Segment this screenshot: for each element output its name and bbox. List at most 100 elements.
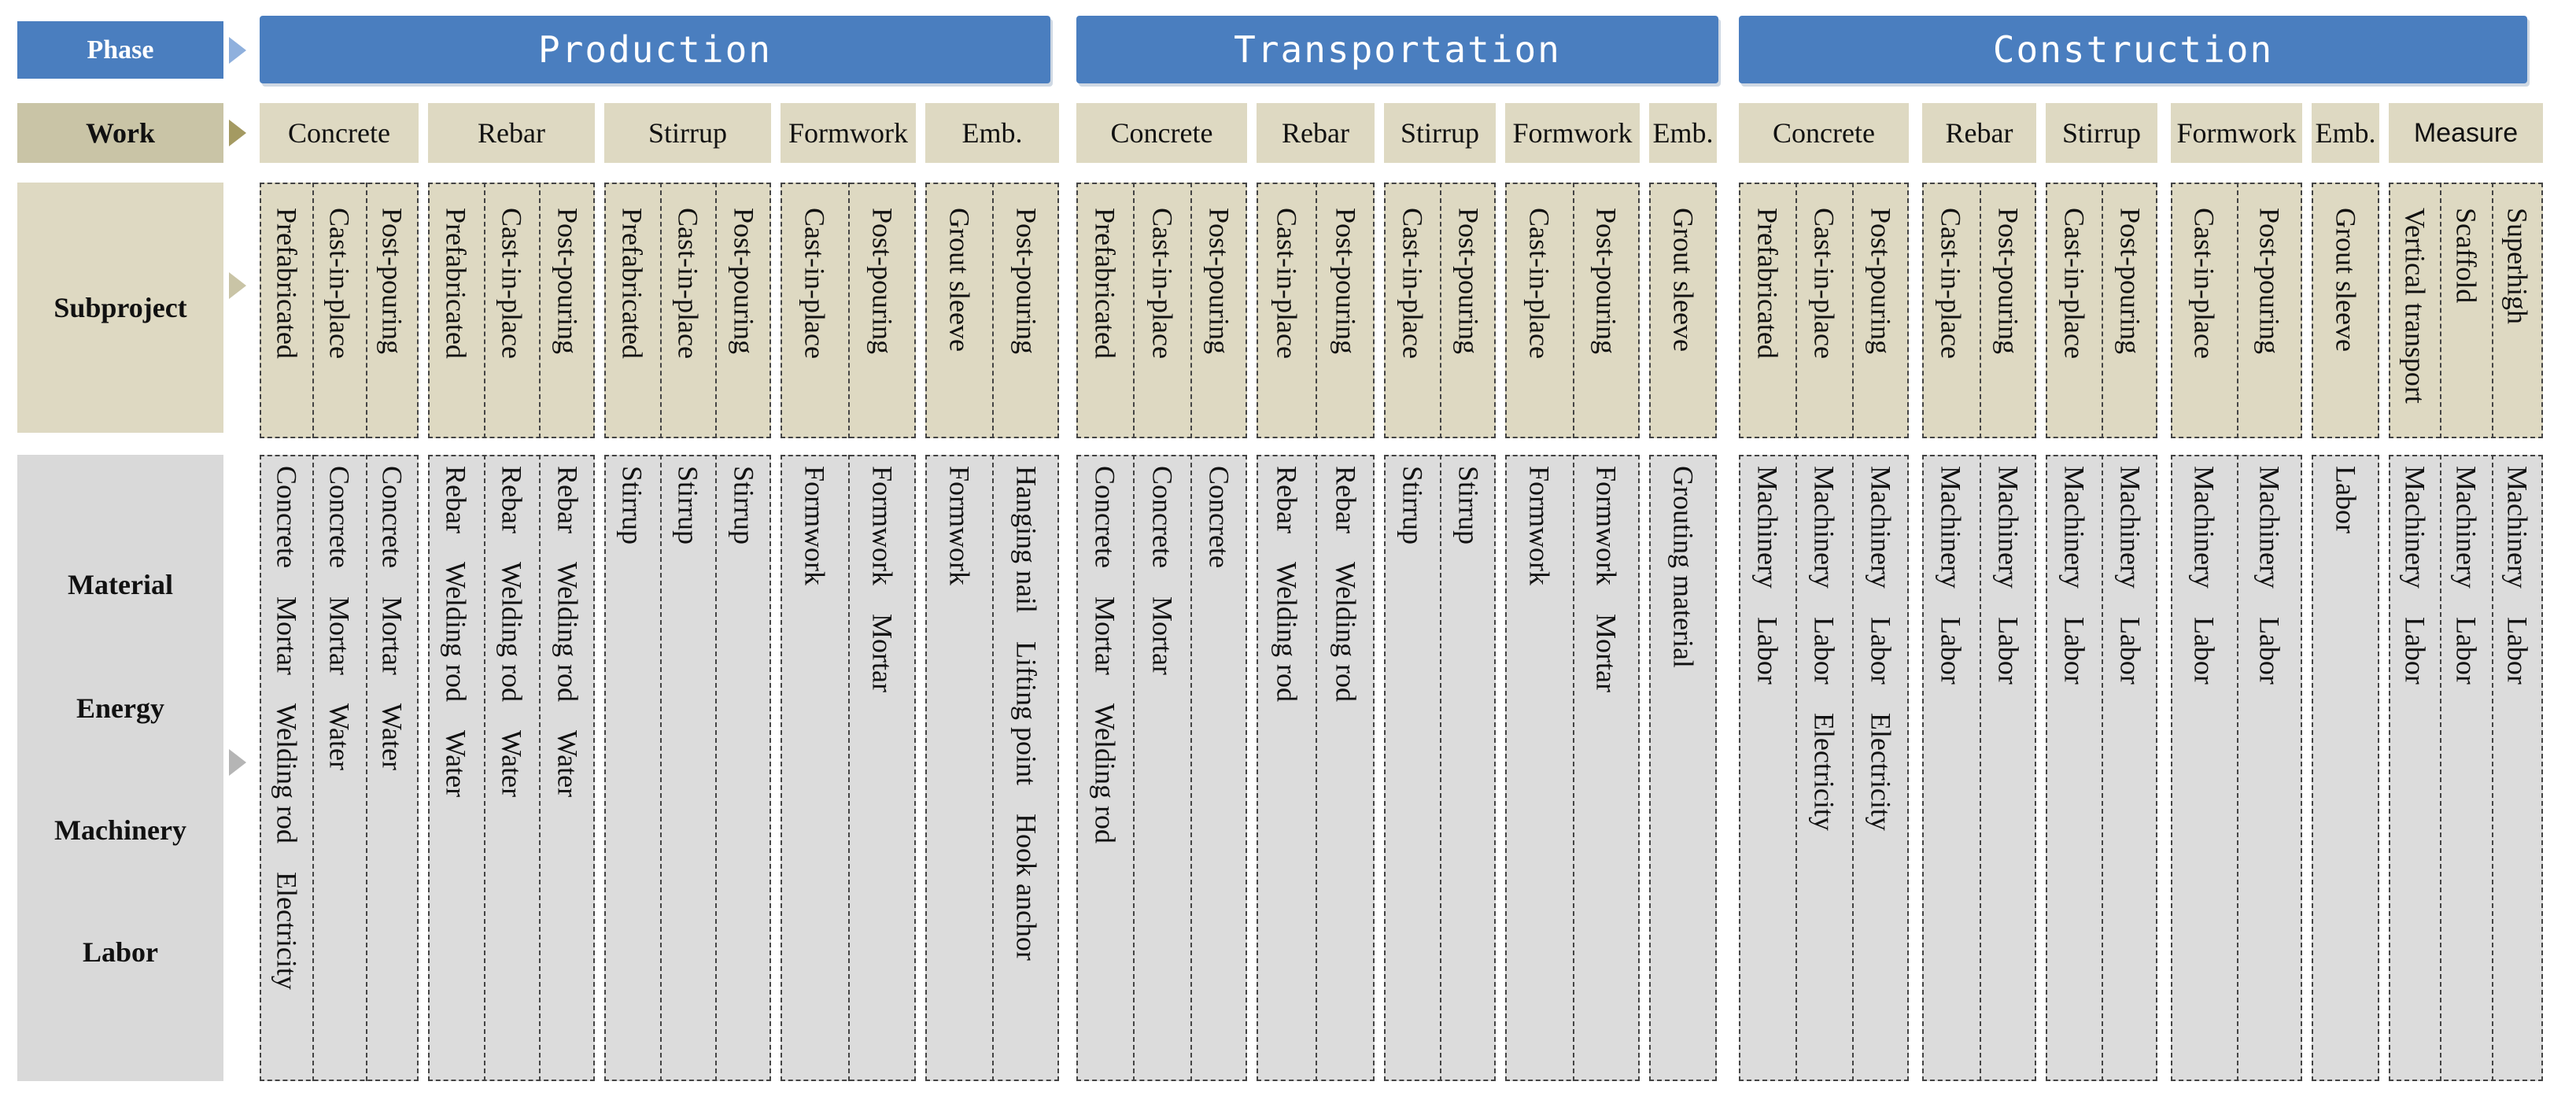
work-arrow-icon	[229, 120, 246, 146]
material-cell: Machinery Labor	[2500, 466, 2533, 685]
material-divider	[1190, 455, 1192, 1081]
material-item: Machinery	[2058, 466, 2091, 589]
material-item: Concrete	[1203, 466, 1235, 568]
material-cell: Machinery Labor Electricity	[1864, 466, 1896, 831]
subproject-cell: Post-pouring	[2114, 208, 2146, 355]
material-item: Mortar	[1590, 585, 1622, 692]
material-cell: Formwork	[798, 466, 830, 585]
material-item: Stirrup	[728, 466, 760, 545]
material-divider	[1133, 455, 1135, 1081]
work-stirrup-12: Stirrup	[2046, 103, 2157, 163]
subproject-cell: Grout sleeve	[2330, 208, 2362, 352]
material-divider	[2237, 455, 2238, 1081]
subproject-divider	[1316, 183, 1317, 438]
material-cell: Machinery Labor Electricity	[1807, 466, 1840, 831]
work-formwork-8: Formwork	[1505, 103, 1640, 163]
subproject-divider	[2440, 183, 2441, 438]
material-item: Stirrup	[1397, 466, 1429, 545]
subproject-cell: Post-pouring	[376, 208, 408, 355]
material-item: Labor	[1935, 588, 1967, 685]
material-cell: Formwork Mortar	[1589, 466, 1622, 692]
subproject-group-2	[604, 183, 771, 438]
material-item: Stirrup	[672, 466, 704, 545]
material-item: Water	[496, 702, 528, 798]
material-divider	[484, 455, 485, 1081]
material-item: Rebar	[440, 466, 472, 533]
material-item: Concrete	[1089, 466, 1121, 568]
material-cell: Rebar Welding rod Water	[439, 466, 471, 797]
material-item: Mortar	[1089, 567, 1121, 675]
material-item: Mortar	[323, 567, 356, 675]
material-divider	[366, 455, 367, 1081]
subproject-cell: Prefabricated	[1089, 208, 1121, 359]
material-item: Machinery	[2188, 466, 2220, 589]
subproject-cell: Prefabricated	[271, 208, 303, 359]
material-cell: Grouting material	[1666, 466, 1699, 668]
subproject-divider	[2237, 183, 2238, 438]
material-item: Grouting material	[1667, 466, 1699, 668]
material-divider	[1440, 455, 1441, 1081]
material-divider	[1316, 455, 1317, 1081]
material-group-8	[1505, 455, 1640, 1081]
material-cell: Stirrup	[727, 466, 759, 544]
material-divider	[715, 455, 717, 1081]
work-emb-9: Emb.	[1649, 103, 1717, 163]
material-cell: Concrete Mortar	[1146, 466, 1178, 675]
subproject-cell: Cast-in-place	[323, 208, 356, 359]
material-item: Water	[376, 674, 408, 770]
material-cell: Formwork Mortar	[865, 466, 898, 692]
subproject-cell: Post-pouring	[1992, 208, 2024, 355]
material-item: Machinery	[1865, 466, 1897, 589]
material-item: Labor	[2058, 588, 2091, 685]
material-divider	[2102, 455, 2103, 1081]
subproject-divider	[1980, 183, 1981, 438]
material-divider	[660, 455, 662, 1081]
material-cell: Stirrup	[1452, 466, 1484, 544]
material-cell: Machinery Labor	[2398, 466, 2430, 685]
material-item: Concrete	[1146, 466, 1179, 568]
subproject-cell: Grout sleeve	[943, 208, 976, 352]
subproject-divider	[1795, 183, 1797, 438]
work-stirrup-7: Stirrup	[1384, 103, 1496, 163]
subproject-group-13	[2171, 183, 2302, 438]
material-group-10	[1739, 455, 1909, 1081]
work-rebar-6: Rebar	[1257, 103, 1375, 163]
material-divider	[539, 455, 541, 1081]
subproject-cell: Post-pouring	[1865, 208, 1897, 355]
subproject-cell: Cast-in-place	[2058, 208, 2091, 359]
work-emb-4: Emb.	[925, 103, 1059, 163]
material-item: Machinery	[2114, 466, 2146, 589]
material-item: Water	[323, 674, 356, 770]
material-item: Hanging nail	[1010, 466, 1043, 613]
material-item: Labor	[2399, 588, 2431, 685]
material-group-14	[2312, 455, 2379, 1081]
material-cell: Labor	[2329, 466, 2361, 533]
subproject-arrow-icon	[229, 272, 246, 299]
subproject-cell: Prefabricated	[440, 208, 472, 359]
material-item: Welding rod	[552, 533, 584, 703]
row-label-work: Work	[17, 103, 223, 163]
subproject-divider	[366, 183, 367, 438]
material-cell: Concrete Mortar Water	[323, 466, 355, 770]
work-measure-15: Measure	[2389, 103, 2543, 163]
subproject-cell: Post-pouring	[1452, 208, 1485, 355]
work-concrete-5: Concrete	[1076, 103, 1247, 163]
material-item: Mortar	[271, 567, 303, 675]
subproject-group-14	[2312, 183, 2379, 438]
material-item: Labor	[1751, 588, 1784, 685]
material-cell: Concrete	[1202, 466, 1234, 568]
material-cell: Machinery Labor	[2113, 466, 2146, 685]
subproject-cell: Post-pouring	[1203, 208, 1235, 355]
material-item: Machinery	[1992, 466, 2024, 589]
material-cell: Machinery Labor	[2449, 466, 2482, 685]
material-item: Electricity	[1808, 684, 1840, 831]
material-item: Welding rod	[440, 533, 472, 703]
subproject-cell: Cast-in-place	[1523, 208, 1556, 359]
subproject-divider	[2102, 183, 2103, 438]
row-label-machinery: Machinery	[54, 814, 186, 846]
subproject-divider	[484, 183, 485, 438]
material-group-13	[2171, 455, 2302, 1081]
subproject-divider	[2492, 183, 2493, 438]
material-item: Formwork	[1590, 466, 1622, 585]
material-divider	[848, 455, 850, 1081]
